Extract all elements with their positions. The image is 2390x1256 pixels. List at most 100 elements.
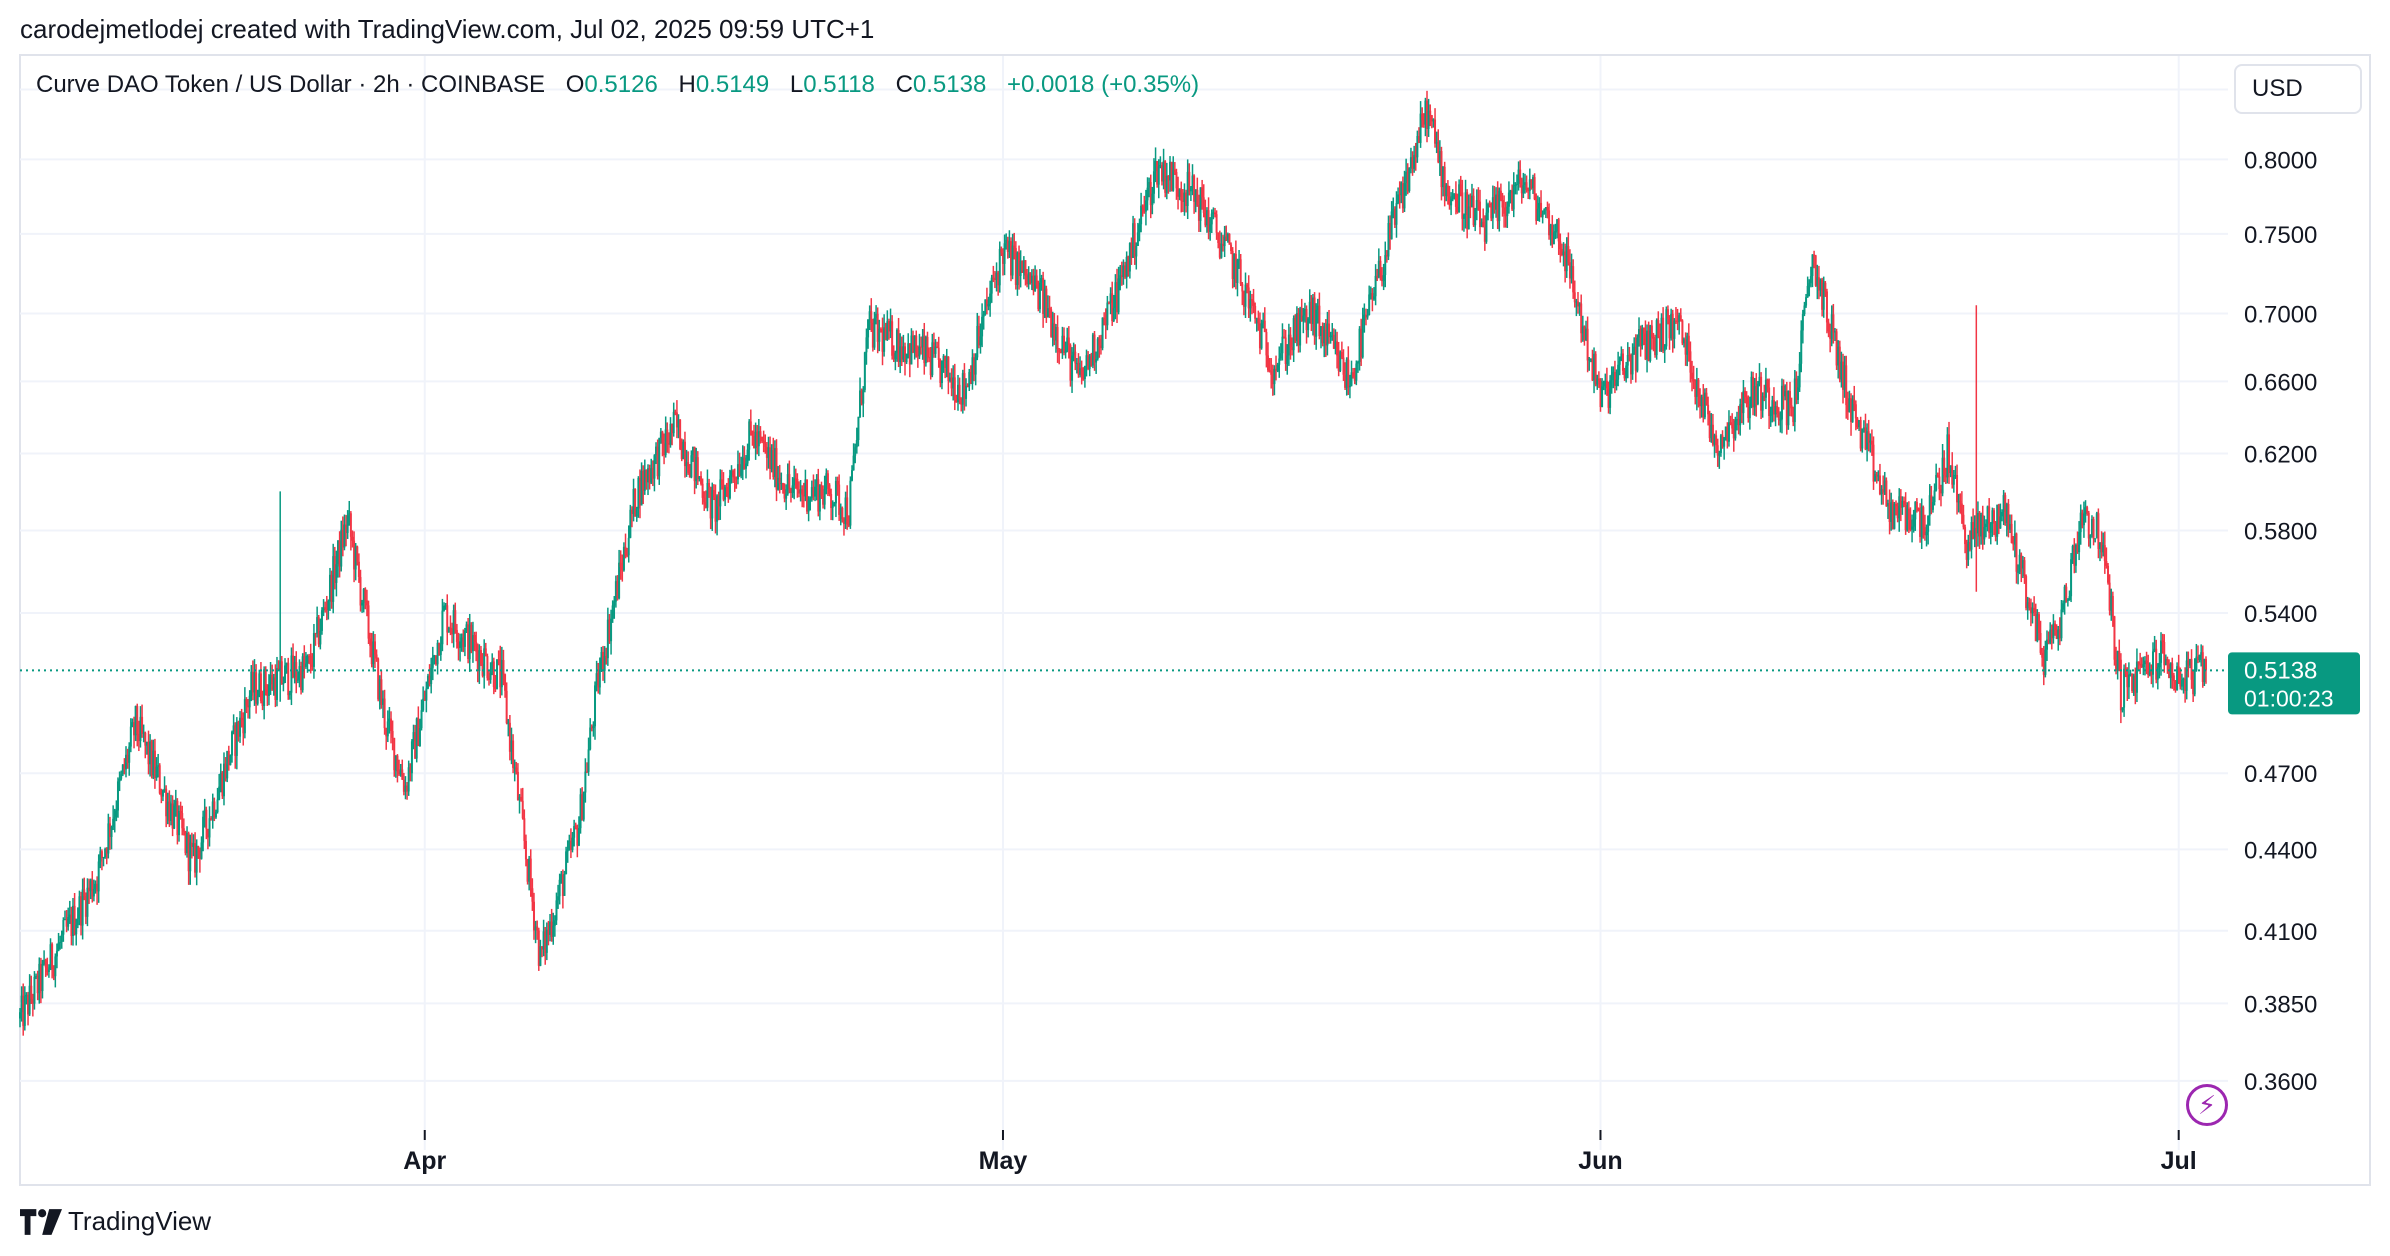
- candle: [1225, 225, 1228, 242]
- candle-body: [568, 840, 571, 850]
- candle-body: [976, 325, 979, 358]
- candle: [565, 846, 568, 875]
- candle-body: [1586, 328, 1589, 361]
- candle-body: [39, 963, 42, 992]
- candle-body: [1609, 380, 1612, 408]
- candle: [1501, 192, 1504, 217]
- candle-body: [194, 843, 197, 873]
- tradingview-brand[interactable]: TradingView: [20, 1206, 211, 1237]
- candle-body: [1512, 185, 1515, 210]
- candle-body: [987, 304, 990, 307]
- candle-body: [1091, 334, 1094, 366]
- candle-body: [1544, 207, 1547, 210]
- candle: [468, 613, 471, 672]
- candle: [1021, 260, 1024, 273]
- candle: [521, 787, 524, 820]
- candle: [850, 465, 853, 482]
- candle-body: [112, 818, 115, 827]
- candle-body: [717, 495, 720, 507]
- candle-body: [679, 419, 682, 450]
- candle: [2156, 663, 2159, 690]
- candle: [97, 854, 100, 903]
- candle-body: [380, 679, 383, 705]
- candle: [1429, 104, 1432, 127]
- candle-body: [174, 800, 177, 806]
- candle-body: [346, 515, 349, 534]
- candle-body: [1858, 419, 1861, 428]
- candle-body: [1951, 465, 1954, 485]
- candle: [807, 496, 810, 522]
- candle-body: [351, 536, 354, 541]
- candle-body: [1445, 185, 1448, 196]
- candle-body: [550, 921, 553, 937]
- candle-body: [1063, 335, 1066, 354]
- candle-body: [41, 964, 44, 992]
- candle-body: [1275, 368, 1278, 371]
- candle-body: [1740, 404, 1743, 414]
- candle-body: [797, 489, 800, 494]
- candle: [1568, 249, 1571, 289]
- candle-body: [950, 377, 953, 389]
- candle: [1512, 172, 1515, 218]
- candle: [1066, 327, 1069, 353]
- candle-body: [1903, 500, 1906, 505]
- candle-body: [1403, 183, 1406, 209]
- candle: [1152, 158, 1155, 204]
- candle-body: [243, 699, 246, 734]
- candle: [1528, 168, 1531, 200]
- candle: [1922, 505, 1925, 539]
- candle: [1262, 312, 1265, 329]
- candle-body: [1096, 338, 1099, 359]
- candle: [1003, 234, 1006, 276]
- candle: [965, 378, 968, 407]
- candle: [1337, 341, 1340, 377]
- candle-body: [1552, 232, 1555, 245]
- candle: [958, 377, 961, 405]
- candle-body: [611, 605, 614, 619]
- candle-body: [863, 352, 866, 390]
- candle-body: [1450, 198, 1453, 206]
- candle: [801, 485, 804, 508]
- candle-body: [1376, 275, 1379, 278]
- candle: [2044, 640, 2047, 678]
- candle: [1352, 367, 1355, 379]
- candle-body: [1117, 278, 1120, 313]
- candle: [46, 957, 49, 976]
- candle-body: [1674, 320, 1677, 322]
- candle-body: [990, 277, 993, 294]
- candle-body: [2028, 602, 2031, 608]
- candle: [1907, 501, 1910, 534]
- candle-body: [1188, 171, 1191, 192]
- candle-body: [1719, 435, 1722, 453]
- candle: [1544, 206, 1547, 219]
- candle: [381, 690, 384, 719]
- candle-body: [1652, 337, 1655, 339]
- candle-body: [1384, 255, 1387, 276]
- candle-body: [1135, 245, 1138, 257]
- candle: [1295, 306, 1298, 347]
- candle: [950, 368, 953, 397]
- candle-body: [2166, 659, 2169, 665]
- candle: [682, 439, 685, 460]
- candle: [1589, 358, 1592, 363]
- candle-body: [2205, 659, 2207, 671]
- candle-body: [1954, 474, 1957, 476]
- candle: [272, 673, 275, 696]
- candle: [1975, 305, 1978, 592]
- candle-body: [1946, 434, 1949, 478]
- candle-body: [585, 771, 588, 773]
- candle: [54, 953, 57, 988]
- candle-body: [97, 861, 100, 892]
- candle-body: [463, 630, 466, 647]
- candle-body: [833, 503, 836, 507]
- candle: [1258, 312, 1261, 355]
- candle: [454, 602, 457, 634]
- candle: [317, 614, 320, 648]
- candle-body: [1568, 262, 1571, 279]
- candle: [2045, 630, 2048, 661]
- lightning-bolt-icon[interactable]: ⚡︎: [2186, 1084, 2228, 1126]
- candle: [446, 594, 449, 646]
- currency-button[interactable]: USD: [2234, 64, 2362, 114]
- candle: [2015, 532, 2018, 584]
